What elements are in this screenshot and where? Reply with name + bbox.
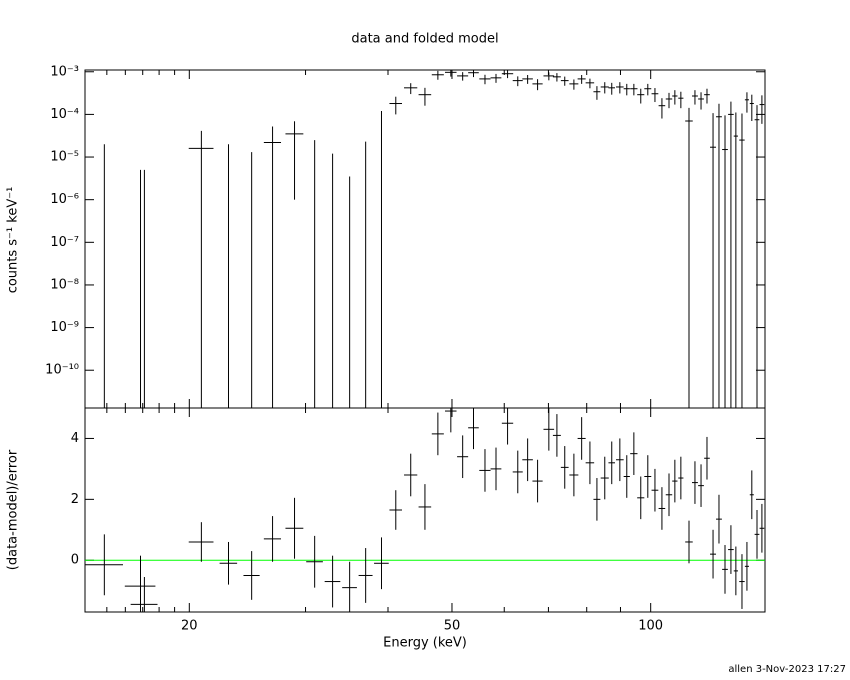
- data-layer: [103, 70, 765, 408]
- y-tick-label: 10⁻⁵: [50, 150, 79, 165]
- plot-frame: [84, 407, 766, 613]
- plot-frame: [84, 69, 766, 409]
- y-tick-label: 10⁻⁷: [50, 235, 79, 250]
- x-tick-label: 50: [444, 619, 461, 634]
- y-tick-label: 10⁻¹⁰: [45, 363, 79, 378]
- y-tick-label: 10⁻⁹: [50, 320, 79, 335]
- y-tick-label: 10⁻³: [50, 64, 79, 79]
- x-tick-label: 20: [181, 619, 198, 634]
- data-layer: [85, 408, 765, 612]
- x-axis-label: Energy (keV): [383, 636, 467, 651]
- chart-title: data and folded model: [351, 32, 498, 47]
- y-axis-label: (data-model)/error: [6, 449, 21, 570]
- footer: allen 3-Nov-2023 17:27: [728, 664, 846, 675]
- y-tick-label: 10⁻⁸: [50, 277, 79, 292]
- y-tick-label: 10⁻⁴: [50, 107, 79, 122]
- y-tick-label: 10⁻⁶: [50, 192, 79, 207]
- y-tick-label: 2: [71, 492, 79, 507]
- x-tick-label: 100: [638, 619, 663, 634]
- y-tick-label: 4: [71, 431, 79, 446]
- y-axis-label: counts s⁻¹ keV⁻¹: [6, 187, 21, 294]
- y-tick-label: 0: [71, 553, 79, 568]
